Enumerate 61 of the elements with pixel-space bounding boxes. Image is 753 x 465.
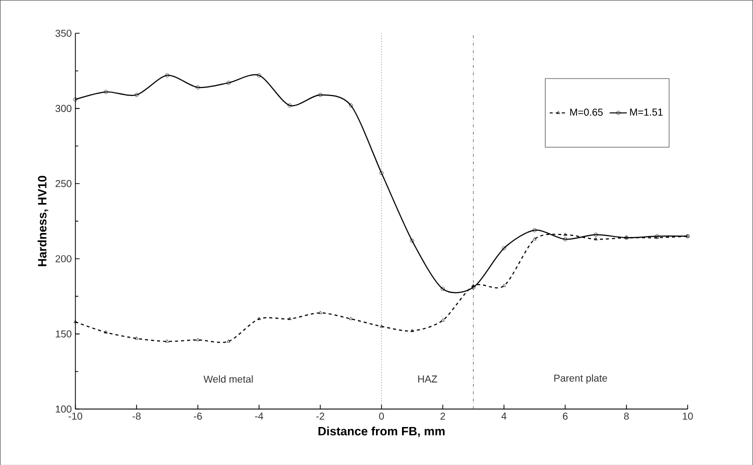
x-tick-label: 8 <box>624 412 629 420</box>
point <box>563 237 568 242</box>
annotation: Weld metal <box>204 375 253 382</box>
point <box>594 237 598 240</box>
point <box>471 285 476 290</box>
point <box>380 324 384 328</box>
point <box>134 336 138 340</box>
point <box>196 338 200 341</box>
point <box>440 318 445 322</box>
point <box>165 73 170 78</box>
y-tick-label: 100 <box>56 405 72 412</box>
point <box>349 316 353 320</box>
x-tick-label: 2 <box>440 412 446 420</box>
x-tick-label: 0 <box>379 412 384 420</box>
point <box>288 103 292 108</box>
point <box>502 284 506 287</box>
point <box>410 238 414 243</box>
x-tick-label: -4 <box>255 412 264 420</box>
x-tick-label: 10 <box>682 412 693 420</box>
point <box>532 237 536 240</box>
point <box>257 73 262 78</box>
y-tick-label: 350 <box>55 30 72 37</box>
point <box>318 92 322 97</box>
point <box>134 92 139 97</box>
point <box>288 316 292 320</box>
annotation: Parent plate <box>554 374 608 384</box>
annotation: HAZ <box>418 375 438 382</box>
y-tick-label: 250 <box>56 180 72 187</box>
point <box>655 236 659 239</box>
x-tick-label: 6 <box>562 412 568 420</box>
legend-label: M=0.65 <box>570 108 603 116</box>
y-tick-label: 150 <box>56 330 72 338</box>
point <box>410 328 414 332</box>
point <box>196 85 200 90</box>
x-tick-label: -8 <box>132 412 141 420</box>
point <box>257 316 261 320</box>
point <box>563 232 567 236</box>
point <box>348 103 353 108</box>
point <box>165 339 169 342</box>
x-tick-label: 4 <box>501 412 506 420</box>
x-tick-label: -6 <box>194 412 202 420</box>
point <box>502 246 506 250</box>
point <box>440 286 445 291</box>
point <box>226 339 230 342</box>
y-axis-title: Hardness, HV10 <box>38 176 48 266</box>
point <box>532 228 537 232</box>
point <box>226 80 230 85</box>
x-axis-title: Distance from FB, mm <box>318 426 445 437</box>
point <box>318 310 322 314</box>
y-tick-label: 300 <box>55 104 72 112</box>
point <box>472 284 476 287</box>
point <box>104 330 108 334</box>
x-tick-label: -10 <box>68 412 82 420</box>
point <box>594 232 598 237</box>
legend-label: M=1.51 <box>630 108 663 116</box>
x-tick-label: -2 <box>316 412 324 420</box>
point <box>74 320 78 323</box>
point <box>380 170 384 175</box>
point <box>104 90 108 94</box>
y-tick-label: 200 <box>56 255 72 262</box>
point <box>655 234 660 238</box>
